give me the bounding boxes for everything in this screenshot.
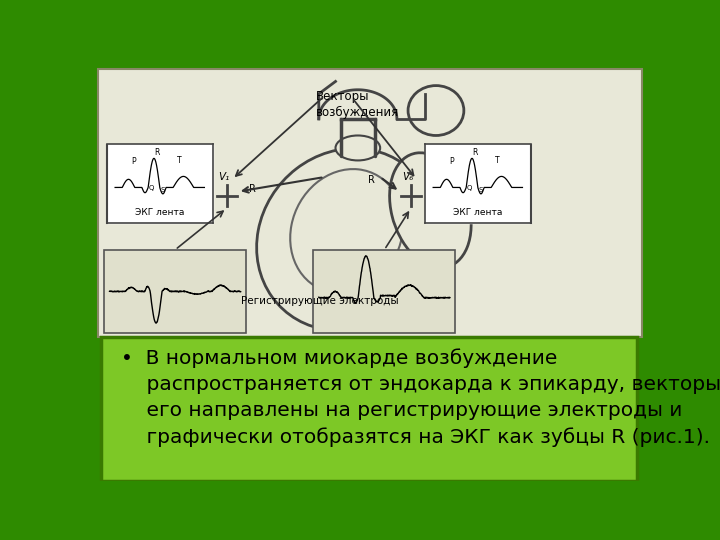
Text: ЭКГ лента: ЭКГ лента [135,208,184,217]
Ellipse shape [408,85,464,136]
Text: •  В нормальном миокарде возбуждение
    распространяется от эндокарда к эпикард: • В нормальном миокарде возбуждение расп… [121,349,720,447]
Ellipse shape [390,153,471,268]
FancyBboxPatch shape [99,69,642,337]
Text: S: S [478,187,483,193]
Text: T: T [177,156,181,165]
Text: R: R [369,176,375,185]
Text: S: S [161,187,165,193]
Text: Регистрирующие электроды: Регистрирующие электроды [240,296,398,306]
FancyBboxPatch shape [104,250,246,333]
Ellipse shape [256,148,437,330]
Text: P: P [449,157,454,166]
Ellipse shape [336,136,380,160]
Text: ЭКГ лента: ЭКГ лента [453,208,503,217]
Text: R: R [249,184,256,194]
Ellipse shape [290,169,403,293]
Text: Q: Q [467,185,472,191]
Text: V₁: V₁ [218,172,230,182]
Text: T: T [495,156,500,165]
Text: R: R [472,148,477,158]
Text: R: R [154,148,160,158]
Text: Q: Q [149,185,154,191]
Text: P: P [131,157,136,166]
FancyBboxPatch shape [101,337,637,481]
FancyBboxPatch shape [313,250,456,333]
Text: Векторы
возбуждения: Векторы возбуждения [316,90,399,119]
Text: V₆: V₆ [402,172,414,182]
